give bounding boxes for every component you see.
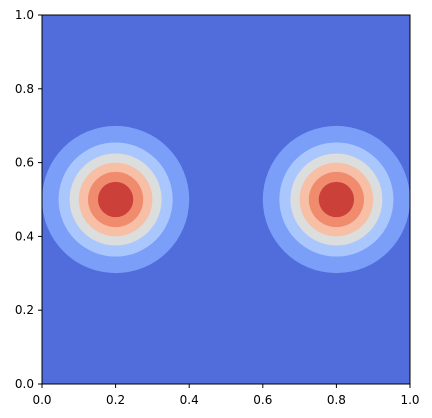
x-tick-label-0: 0.0 [32, 393, 51, 407]
y-tick-label-1: 0.2 [15, 303, 34, 317]
x-tick-label-1: 0.2 [106, 393, 125, 407]
y-tick-label-4: 0.8 [15, 82, 34, 96]
x-tick-label-2: 0.4 [180, 393, 199, 407]
contour-band-1-6 [97, 181, 134, 218]
y-tick-label-5: 1.0 [15, 8, 34, 22]
y-tick-label-3: 0.6 [15, 156, 34, 170]
axes-frame [41, 14, 411, 385]
y-tick-label-2: 0.4 [15, 229, 34, 243]
y-tick-label-0: 0.0 [15, 377, 34, 391]
plot-area [41, 14, 411, 385]
contour-band-2-6 [318, 181, 355, 218]
contour-fill-group [42, 15, 410, 384]
x-tick-label-4: 0.8 [327, 393, 346, 407]
x-tick-label-5: 1.0 [400, 393, 419, 407]
axis-ticks: 0.0 0.2 0.4 0.6 0.8 1.0 0.0 0.2 0.4 0.6 0.8 1.0 [15, 8, 420, 407]
x-tick-label-3: 0.6 [253, 393, 272, 407]
